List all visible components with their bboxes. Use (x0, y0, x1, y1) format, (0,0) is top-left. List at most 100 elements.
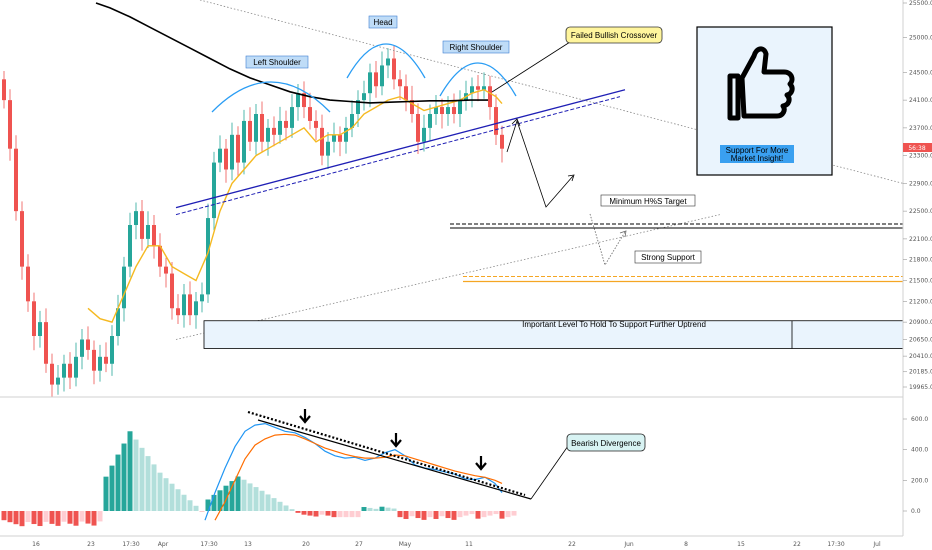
price-pane: Important Level To Hold To Support Furth… (2, 0, 904, 398)
candle-body (284, 120, 288, 128)
macd-histogram-bar (157, 472, 163, 511)
macd-histogram-bar (307, 511, 313, 516)
right-shoulder-label-bg (442, 40, 510, 54)
y-tick-label: 21500.0 (909, 278, 932, 285)
candle-body (68, 363, 72, 378)
macd-histogram-bar (415, 511, 421, 519)
x-tick-label: Apr (158, 541, 169, 548)
x-tick-label: 22 (793, 541, 801, 548)
candle-body (56, 377, 60, 385)
candle-body (14, 148, 18, 212)
candle-body (230, 134, 234, 170)
candle-body (152, 225, 156, 246)
x-tick-label: Jun (623, 541, 634, 548)
down-arrow-icon (299, 409, 311, 424)
candle-body (122, 266, 126, 309)
candle-body (470, 86, 474, 94)
macd-histogram-bar (97, 511, 103, 522)
candle-body (218, 148, 222, 163)
bearish-divergence-label-bg (566, 433, 646, 452)
macd-histogram-bar (19, 511, 25, 527)
candle-body (158, 245, 162, 267)
macd-histogram-bar (355, 511, 361, 518)
macd-y-tick-label: 400.0 (911, 447, 928, 454)
y-tick-label: 21800.0 (909, 257, 932, 264)
macd-pane (1, 409, 569, 527)
ma-long-line (95, 2, 488, 104)
macd-histogram-bar (343, 511, 349, 518)
candle-body (338, 134, 342, 142)
macd-histogram-bar (43, 511, 49, 522)
candle-body (500, 134, 504, 149)
candle-body (116, 308, 120, 337)
macd-histogram-bar (175, 489, 181, 511)
failed-crossover-label: Failed Bullish Crossover (571, 31, 658, 40)
candle-body (350, 114, 354, 128)
macd-histogram-bar (325, 511, 331, 516)
candle-body (356, 100, 360, 115)
macd-histogram-bar (301, 511, 307, 515)
y-tick-label: 22500.0 (909, 208, 932, 215)
down-arrow-icon (475, 456, 487, 471)
x-tick-label: 17:30 (200, 541, 217, 548)
macd-y-tick-label: 200.0 (911, 477, 928, 484)
candle-body (140, 211, 144, 239)
macd-histogram-bar (133, 439, 139, 511)
down-arrow-icon (390, 433, 402, 448)
x-tick-label: 11 (465, 541, 473, 548)
candle-body (38, 322, 42, 337)
macd-histogram-bar (241, 479, 247, 511)
macd-histogram-bar (229, 481, 235, 511)
y-tick-label: 20410.0 (909, 353, 932, 360)
macd-histogram-bar (61, 511, 67, 522)
macd-histogram-bar (289, 509, 295, 511)
macd-histogram-bar (169, 483, 175, 511)
failed-crossover-label-bg (565, 26, 663, 44)
y-tick-label: 24500.0 (909, 69, 932, 76)
y-tick-label: 19965.0 (909, 384, 932, 391)
right-shoulder-arc (439, 62, 517, 97)
macd-histogram-bar (385, 507, 391, 511)
y-tick-label: 25500.0 (909, 0, 932, 7)
candle-body (266, 127, 270, 142)
macd-histogram-bar (277, 501, 283, 511)
candle-body (32, 301, 36, 337)
candle-body (296, 93, 300, 108)
candle-body (392, 58, 396, 80)
macd-histogram-bar (469, 511, 475, 515)
x-tick-label: 20 (302, 541, 310, 548)
macd-histogram-bar (481, 511, 487, 518)
macd-histogram-bar (349, 511, 355, 518)
candle-body (146, 225, 150, 239)
candle-body (368, 72, 372, 94)
neckline (175, 89, 626, 209)
x-tick-label: 17:30 (122, 541, 139, 548)
strong-support-label-bg (634, 250, 702, 264)
candle-body (8, 100, 12, 149)
macd-histogram-bar (265, 494, 271, 511)
macd-histogram-bar (181, 494, 187, 511)
divergence-pointer (530, 445, 569, 500)
candle-body (182, 294, 186, 316)
macd-histogram-bar (457, 511, 463, 518)
neckline-dashed (175, 96, 621, 216)
macd-histogram-bar (247, 483, 253, 511)
price-tag-bg (903, 143, 932, 152)
macd-histogram-bar (475, 511, 481, 519)
candle-body (440, 107, 444, 115)
candle-body (212, 162, 216, 219)
macd-histogram-bar (337, 511, 343, 518)
left-shoulder-arc (211, 81, 331, 113)
candle-body (332, 134, 336, 142)
candle-body (320, 127, 324, 156)
candle-body (26, 266, 30, 302)
macd-histogram-bar (217, 490, 223, 511)
candle-body (104, 356, 108, 364)
macd-histogram-bar (379, 506, 385, 511)
candle-body (128, 225, 132, 267)
candle-body (326, 141, 330, 156)
head-label: Head (373, 18, 392, 27)
macd-histogram-bar (253, 487, 259, 511)
y-tick-label: 24100.0 (909, 97, 932, 104)
macd-histogram-bar (493, 511, 499, 515)
